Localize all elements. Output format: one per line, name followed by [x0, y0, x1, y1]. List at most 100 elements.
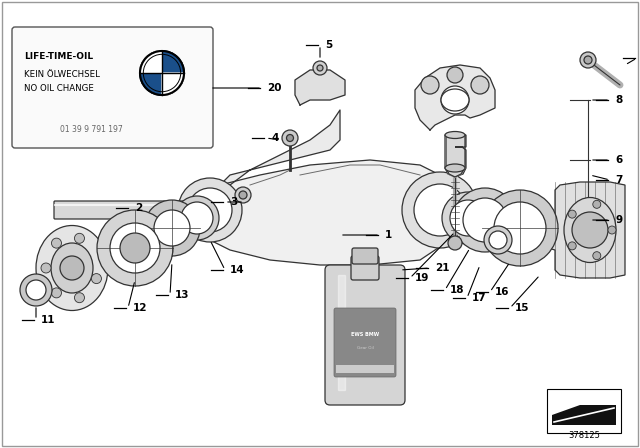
Polygon shape	[140, 51, 162, 73]
Circle shape	[484, 226, 512, 254]
Text: 8: 8	[615, 95, 622, 105]
Circle shape	[448, 236, 462, 250]
Ellipse shape	[445, 132, 465, 138]
Circle shape	[20, 274, 52, 306]
Circle shape	[175, 196, 219, 240]
FancyBboxPatch shape	[351, 256, 379, 280]
Circle shape	[74, 233, 84, 243]
Circle shape	[282, 130, 298, 146]
Ellipse shape	[445, 164, 465, 172]
Circle shape	[584, 56, 592, 64]
Circle shape	[471, 76, 489, 94]
Text: 01 39 9 791 197: 01 39 9 791 197	[60, 125, 123, 134]
FancyBboxPatch shape	[334, 308, 396, 377]
Text: 13: 13	[175, 290, 189, 300]
Circle shape	[41, 263, 51, 273]
Polygon shape	[548, 182, 625, 278]
Polygon shape	[220, 110, 340, 195]
Circle shape	[154, 210, 190, 246]
Circle shape	[453, 188, 517, 252]
Circle shape	[572, 212, 608, 248]
Circle shape	[235, 187, 251, 203]
Circle shape	[402, 172, 478, 248]
Text: 9: 9	[615, 215, 622, 225]
Polygon shape	[445, 135, 466, 177]
Polygon shape	[338, 275, 345, 390]
Text: LIFE-TIME-OIL: LIFE-TIME-OIL	[24, 52, 93, 61]
FancyBboxPatch shape	[12, 27, 213, 148]
Circle shape	[51, 288, 61, 298]
Circle shape	[441, 86, 469, 114]
Circle shape	[421, 76, 439, 94]
Text: EWS BMW: EWS BMW	[351, 332, 379, 337]
Text: 11: 11	[41, 315, 56, 325]
Text: 21: 21	[435, 263, 449, 273]
Circle shape	[580, 52, 596, 68]
Circle shape	[181, 202, 213, 234]
Circle shape	[110, 223, 160, 273]
Ellipse shape	[36, 225, 108, 310]
Circle shape	[608, 226, 616, 234]
Circle shape	[568, 242, 576, 250]
FancyBboxPatch shape	[352, 248, 378, 264]
Circle shape	[494, 202, 546, 254]
FancyBboxPatch shape	[54, 201, 201, 219]
Circle shape	[97, 210, 173, 286]
Text: 19: 19	[415, 273, 429, 283]
Text: 2: 2	[135, 203, 142, 213]
Polygon shape	[162, 51, 184, 73]
Ellipse shape	[441, 89, 469, 111]
Circle shape	[414, 184, 466, 236]
Bar	[336, 365, 394, 373]
Polygon shape	[162, 73, 184, 95]
Text: 14: 14	[230, 265, 244, 275]
Circle shape	[26, 280, 46, 300]
Text: 5: 5	[325, 40, 332, 50]
Text: 378125: 378125	[568, 431, 600, 440]
Circle shape	[317, 65, 323, 71]
Polygon shape	[140, 73, 162, 95]
Circle shape	[60, 256, 84, 280]
Text: Gear Oil: Gear Oil	[356, 346, 373, 350]
Text: 17: 17	[472, 293, 486, 303]
Circle shape	[51, 238, 61, 248]
Circle shape	[74, 293, 84, 303]
Circle shape	[442, 192, 494, 244]
Text: 3: 3	[230, 197, 237, 207]
Text: 1: 1	[385, 230, 392, 240]
Circle shape	[144, 200, 200, 256]
Polygon shape	[446, 135, 465, 177]
Circle shape	[287, 134, 294, 142]
Text: NO OIL CHANGE: NO OIL CHANGE	[24, 84, 94, 93]
Ellipse shape	[564, 198, 616, 263]
Circle shape	[92, 274, 101, 284]
Text: 6: 6	[615, 155, 622, 165]
Text: 20: 20	[267, 83, 282, 93]
Text: 15: 15	[515, 303, 529, 313]
Circle shape	[450, 200, 486, 236]
Circle shape	[463, 198, 507, 242]
Circle shape	[140, 51, 184, 95]
Circle shape	[447, 67, 463, 83]
Polygon shape	[200, 160, 450, 265]
Circle shape	[489, 231, 507, 249]
Polygon shape	[552, 405, 616, 425]
Text: 12: 12	[133, 303, 147, 313]
Text: 18: 18	[450, 285, 465, 295]
Circle shape	[178, 178, 242, 242]
FancyBboxPatch shape	[325, 265, 405, 405]
Circle shape	[568, 210, 576, 218]
Polygon shape	[295, 70, 345, 105]
Polygon shape	[415, 65, 495, 130]
Ellipse shape	[51, 243, 93, 293]
Circle shape	[482, 190, 558, 266]
Circle shape	[239, 191, 247, 199]
Circle shape	[593, 200, 601, 208]
Text: 7: 7	[615, 175, 622, 185]
Circle shape	[593, 252, 601, 260]
Text: 4: 4	[271, 133, 278, 143]
Circle shape	[120, 233, 150, 263]
Text: KEIN ÖLWECHSEL: KEIN ÖLWECHSEL	[24, 70, 100, 79]
Text: 16: 16	[495, 287, 509, 297]
Circle shape	[313, 61, 327, 75]
